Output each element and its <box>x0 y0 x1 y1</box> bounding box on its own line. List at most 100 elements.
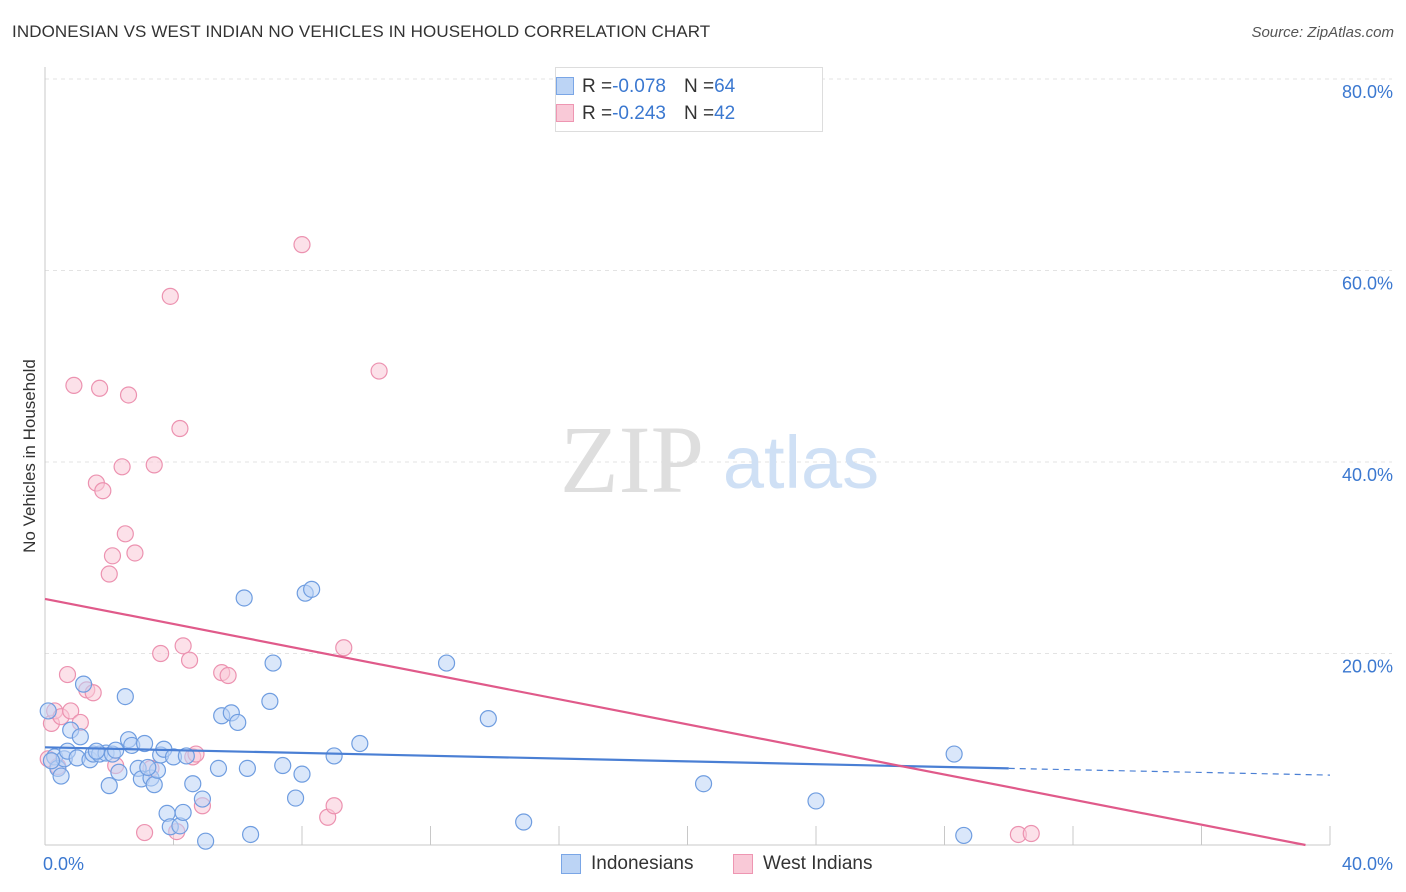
legend-swatch-west-indians <box>556 104 574 122</box>
chart-title: INDONESIAN VS WEST INDIAN NO VEHICLES IN… <box>12 22 711 41</box>
data-point-indonesians <box>274 756 292 775</box>
data-point-indonesians <box>197 832 215 850</box>
data-point-indonesians <box>71 728 89 746</box>
legend-row-west-indians: R = -0.243 N = 42 <box>556 102 736 126</box>
data-point-indonesians <box>174 803 192 822</box>
legend-row-indonesians: R = -0.078 N = 64 <box>556 75 736 99</box>
data-point-indonesians <box>286 789 305 807</box>
data-point-indonesians <box>303 580 321 598</box>
bottom-legend-label-west-indians: West Indians <box>763 853 873 874</box>
data-point-indonesians <box>135 734 154 753</box>
data-point-west-indians <box>370 362 388 380</box>
y-tick-label: 60.0% <box>1342 274 1393 294</box>
data-point-indonesians <box>74 675 93 693</box>
data-point-indonesians <box>107 741 125 759</box>
data-point-indonesians <box>293 765 311 783</box>
bottom-legend-label-indonesians: Indonesians <box>591 853 694 874</box>
data-point-indonesians <box>351 734 369 753</box>
data-point-west-indians <box>126 544 144 562</box>
data-point-indonesians <box>242 825 260 844</box>
data-point-indonesians <box>193 790 212 808</box>
trend-line-west-indians <box>44 597 1306 847</box>
trend-lines <box>44 597 1331 847</box>
legend: R = -0.078 N = 64 R = -0.243 N = 42 <box>555 67 823 132</box>
data-point-indonesians <box>229 713 247 732</box>
data-point-indonesians <box>145 776 163 794</box>
data-point-indonesians <box>209 759 228 778</box>
data-point-west-indians <box>94 482 112 500</box>
bottom-legend-swatch-indonesians <box>561 854 581 874</box>
trend-line-indonesians-extension <box>1008 767 1331 776</box>
data-point-indonesians <box>42 752 61 770</box>
legend-r-label: R = <box>582 103 613 124</box>
data-point-west-indians <box>91 379 109 397</box>
y-tick-label: 40.0% <box>1342 465 1393 485</box>
data-point-indonesians <box>515 813 533 831</box>
data-point-west-indians <box>65 376 83 394</box>
data-point-west-indians <box>135 823 154 842</box>
data-point-west-indians <box>325 797 343 815</box>
y-tick-label: 20.0% <box>1342 657 1393 677</box>
legend-r-value: -0.078 <box>612 76 666 97</box>
legend-n-label: N = <box>683 103 715 124</box>
data-point-west-indians <box>174 637 192 655</box>
legend-n-label: N = <box>683 76 715 97</box>
data-point-indonesians <box>100 777 118 795</box>
data-point-west-indians <box>180 651 199 669</box>
data-point-west-indians <box>145 456 163 474</box>
data-point-indonesians <box>116 687 134 706</box>
data-point-indonesians <box>235 589 253 607</box>
data-point-west-indians <box>161 287 179 305</box>
data-points <box>39 236 1040 850</box>
watermark: ZIP atlas <box>560 406 879 513</box>
data-point-indonesians <box>437 654 456 672</box>
data-point-indonesians <box>325 747 343 765</box>
data-point-west-indians <box>116 525 134 543</box>
legend-swatch-indonesians <box>556 77 574 95</box>
data-point-indonesians <box>39 702 57 720</box>
legend-r-label: R = <box>582 76 613 97</box>
data-point-west-indians <box>119 386 138 404</box>
gridlines <box>45 78 1392 654</box>
data-point-west-indians <box>62 702 80 720</box>
legend-r-value: -0.243 <box>612 103 666 124</box>
data-point-indonesians <box>184 775 202 793</box>
data-point-indonesians <box>955 826 973 845</box>
data-point-west-indians <box>219 666 237 685</box>
data-point-indonesians <box>945 745 963 763</box>
bottom-legend-indonesians: Indonesians <box>561 851 693 877</box>
data-point-indonesians <box>479 710 497 728</box>
bottom-legend-swatch-west-indians <box>733 854 753 874</box>
data-point-west-indians <box>152 644 170 663</box>
data-point-indonesians <box>807 792 825 810</box>
data-point-indonesians <box>52 767 70 785</box>
data-point-indonesians <box>694 775 713 793</box>
bottom-legend-west-indians: West Indians <box>733 851 872 877</box>
data-point-west-indians <box>100 565 118 583</box>
data-point-west-indians <box>103 547 122 565</box>
x-tick-label: 40.0% <box>1342 854 1393 874</box>
watermark-zip: ZIP <box>560 406 704 513</box>
data-point-indonesians <box>261 692 279 710</box>
data-point-west-indians <box>335 639 353 657</box>
data-point-indonesians <box>110 763 128 781</box>
x-tick-label: 0.0% <box>43 854 84 874</box>
y-tick-label: 80.0% <box>1342 82 1393 102</box>
watermark-atlas: atlas <box>723 421 879 504</box>
tick-labels: 20.0% 40.0% 60.0% 80.0% 0.0% 40.0% <box>43 82 1393 874</box>
data-point-west-indians <box>1022 824 1040 843</box>
data-point-west-indians <box>58 665 77 684</box>
data-point-indonesians <box>177 747 195 765</box>
data-point-west-indians <box>113 458 131 476</box>
source-label: Source: ZipAtlas.com <box>1251 24 1394 41</box>
trend-line-indonesians <box>44 746 1009 770</box>
data-point-indonesians <box>87 742 106 760</box>
data-point-indonesians <box>139 758 157 777</box>
data-point-indonesians <box>238 759 256 778</box>
legend-n-value: 64 <box>714 76 736 97</box>
legend-n-value: 42 <box>714 103 736 124</box>
data-point-west-indians <box>293 236 311 254</box>
data-point-indonesians <box>264 654 282 672</box>
data-point-west-indians <box>171 419 189 438</box>
